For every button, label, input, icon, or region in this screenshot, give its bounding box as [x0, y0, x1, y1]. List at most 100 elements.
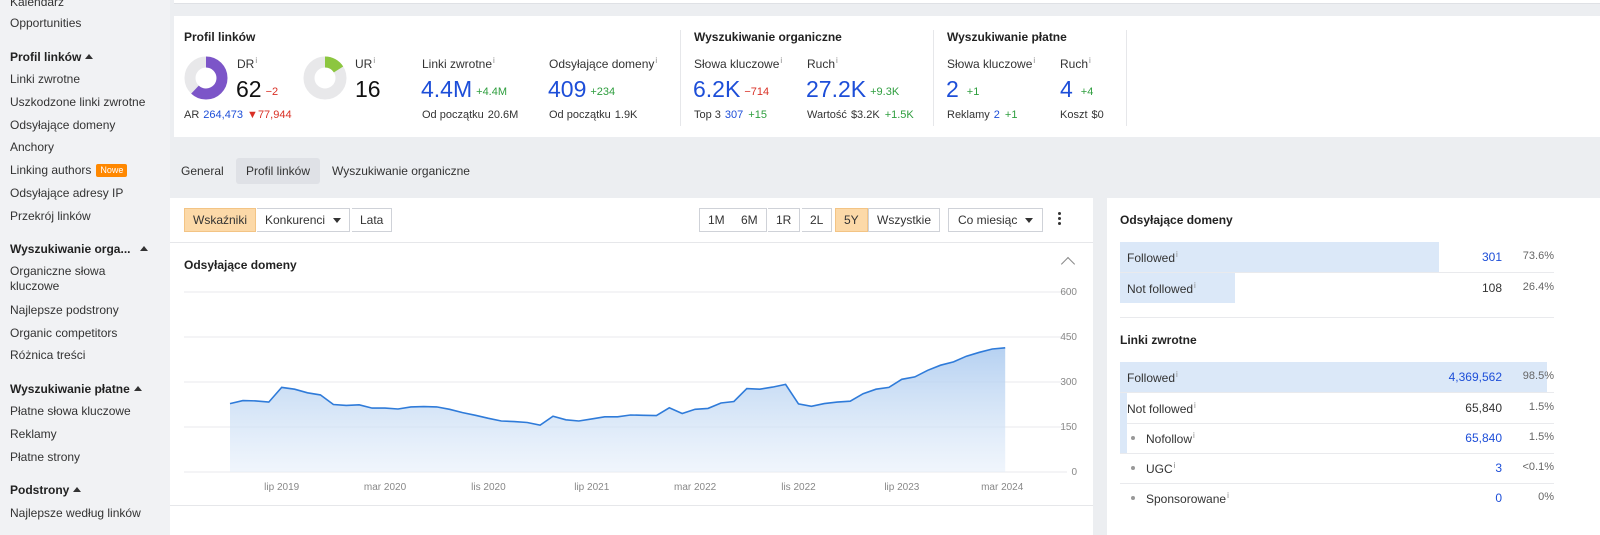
- refdomains-notfollowed-row[interactable]: Not followedi 108 26.4%: [1120, 273, 1554, 303]
- years-button[interactable]: Lata: [352, 208, 393, 232]
- ads-value[interactable]: 2: [993, 109, 1000, 121]
- info-icon[interactable]: i: [1193, 431, 1195, 440]
- info-icon[interactable]: i: [255, 56, 258, 65]
- range-1m-button[interactable]: 1M: [699, 208, 734, 232]
- interval-dropdown[interactable]: Co miesiąc: [948, 208, 1044, 232]
- sidebar-item-opportunities[interactable]: Opportunities: [10, 16, 82, 30]
- sidebar-item-anchors[interactable]: Anchory: [10, 140, 55, 154]
- row-label: UGCi: [1146, 461, 1175, 476]
- info-icon[interactable]: i: [1227, 491, 1229, 500]
- sidebar-item-organic-keywords[interactable]: Organiczne słowa kluczowe: [10, 264, 106, 293]
- competitors-dropdown[interactable]: Konkurenci: [257, 208, 351, 232]
- x-tick-label: lip 2021: [574, 482, 609, 493]
- top3-value[interactable]: 307: [724, 109, 744, 121]
- info-icon[interactable]: i: [493, 56, 495, 65]
- y-tick-label: 0: [1071, 467, 1077, 478]
- row-percent: 1.5%: [1528, 401, 1554, 413]
- backlinks-sponsored-row[interactable]: Sponsorowanei 0 0%: [1120, 483, 1554, 513]
- info-icon[interactable]: i: [1176, 250, 1178, 259]
- metrics-mode-button[interactable]: Wskaźniki: [184, 208, 257, 232]
- sidebar-section-pages[interactable]: Podstrony: [10, 483, 82, 498]
- sidebar-section-paid[interactable]: Wyszukiwanie płatne: [10, 382, 142, 397]
- row-label-text: Nofollow: [1146, 432, 1193, 446]
- organic-traffic-value-text: 27.2K: [806, 76, 867, 102]
- info-icon[interactable]: i: [1194, 281, 1196, 290]
- sidebar: Kalendarz Opportunities Profil linków Li…: [0, 0, 170, 535]
- ar-value[interactable]: 264,473: [203, 109, 244, 121]
- bullet-icon: [1131, 466, 1135, 470]
- top3-label: Top 3: [694, 109, 721, 121]
- tab-general[interactable]: General: [181, 164, 224, 178]
- range-5y-button[interactable]: 5Y: [835, 208, 868, 232]
- info-icon[interactable]: i: [1176, 370, 1178, 379]
- backlinks-label-text: Linki zwrotne: [422, 57, 493, 71]
- range-1y-button[interactable]: 1R: [768, 208, 801, 232]
- refdomains-value[interactable]: 409 +234: [548, 76, 615, 105]
- row-value[interactable]: 65,840: [1465, 431, 1502, 445]
- sidebar-item-organic-competitors[interactable]: Organic competitors: [10, 326, 118, 340]
- info-icon[interactable]: i: [1173, 461, 1176, 470]
- sidebar-section-backlink-profile[interactable]: Profil linków: [10, 50, 94, 65]
- backlinks-followed-row[interactable]: Followedi 4,369,562 98.5%: [1120, 362, 1554, 392]
- refdomains-followed-row[interactable]: Followedi 301 73.6%: [1120, 242, 1554, 272]
- more-menu-icon[interactable]: [1058, 212, 1062, 227]
- info-icon[interactable]: i: [373, 56, 376, 65]
- sidebar-item-link-intersect[interactable]: Przekrój linków: [10, 209, 91, 223]
- traffic-value-amount: $3.2K: [850, 109, 880, 121]
- range-all-button[interactable]: Wszystkie: [868, 208, 940, 232]
- sidebar-item-broken-backlinks[interactable]: Uszkodzone linki zwrotne: [10, 95, 146, 109]
- row-value[interactable]: 0: [1495, 491, 1502, 505]
- info-icon[interactable]: i: [836, 56, 838, 65]
- traffic-value-row: Wartość $3.2K +1.5K: [807, 109, 914, 121]
- ads-delta: +1: [1004, 109, 1018, 121]
- backlinks-nofollow-row[interactable]: Nofollowi 65,840 1.5%: [1120, 423, 1554, 453]
- sidebar-item-best-by-links[interactable]: Najlepsze według linków: [10, 506, 141, 520]
- sidebar-item-kalendarz[interactable]: Kalendarz: [10, 0, 65, 9]
- competitors-label: Konkurenci: [265, 213, 326, 227]
- sidebar-item-paid-pages[interactable]: Płatne strony: [10, 450, 81, 464]
- referring-domains-chart: 0 150 300 450 600 lip 2019 mar 2020 lis 2020 li…: [184, 287, 1077, 493]
- sidebar-item-referring-domains[interactable]: Odsyłające domeny: [10, 118, 116, 132]
- sidebar-section-organic[interactable]: Wyszukiwanie orga...: [10, 242, 149, 257]
- row-label-text: Sponsorowane: [1146, 492, 1227, 506]
- organic-traffic-value[interactable]: 27.2K +9.3K: [806, 76, 899, 105]
- chevron-up-icon[interactable]: [1060, 256, 1076, 272]
- organic-title: Wyszukiwanie organiczne: [694, 30, 842, 44]
- sidebar-item-content-gap[interactable]: Różnica treści: [10, 348, 86, 362]
- sidebar-item-ads[interactable]: Reklamy: [10, 427, 57, 441]
- ar-row: AR 264,473 ▼77,944: [184, 109, 292, 121]
- row-value[interactable]: 301: [1481, 250, 1502, 264]
- tab-backlink-profile[interactable]: Profil linków: [236, 158, 321, 184]
- backlinks-value[interactable]: 4.4M +4.4M: [421, 76, 507, 105]
- area-fill: [230, 347, 1006, 472]
- row-label: Not followedi: [1127, 401, 1196, 416]
- backlinks-notfollowed-row[interactable]: Not followedi 65,840 1.5%: [1120, 393, 1554, 423]
- info-icon[interactable]: i: [1089, 56, 1091, 65]
- x-tick-label: mar 2024: [981, 482, 1024, 493]
- ar-delta: ▼77,944: [247, 109, 292, 121]
- backlinks-ugc-row[interactable]: UGCi 3 <0.1%: [1120, 453, 1554, 483]
- range-6m-button[interactable]: 6M: [733, 208, 767, 232]
- top3-delta: +15: [748, 109, 767, 121]
- info-icon[interactable]: i: [1033, 56, 1036, 65]
- divider: [170, 242, 1093, 243]
- range-2y-button[interactable]: 2L: [802, 208, 833, 232]
- sidebar-item-backlinks[interactable]: Linki zwrotne: [10, 72, 81, 86]
- organic-keywords-delta: −714: [744, 86, 770, 98]
- sidebar-item-linking-authors[interactable]: Linking authors Nowe: [10, 163, 128, 178]
- info-icon[interactable]: i: [1194, 401, 1196, 410]
- row-value[interactable]: 3: [1495, 461, 1502, 475]
- info-icon[interactable]: i: [655, 56, 658, 65]
- tab-organic-search[interactable]: Wyszukiwanie organiczne: [332, 164, 470, 178]
- sidebar-item-referring-ips[interactable]: Odsyłające adresy IP: [10, 186, 124, 200]
- paid-keywords-value[interactable]: 2 +1: [946, 76, 979, 105]
- sidebar-item-paid-keywords[interactable]: Płatne słowa kluczowe: [10, 404, 131, 418]
- chart-title: Odsyłające domeny: [184, 258, 297, 272]
- organic-keywords-value[interactable]: 6.2K −714: [693, 76, 769, 105]
- info-icon[interactable]: i: [780, 56, 783, 65]
- divider: [1120, 317, 1554, 318]
- sidebar-item-top-pages[interactable]: Najlepsze podstrony: [10, 303, 119, 317]
- row-value[interactable]: 4,369,562: [1448, 370, 1502, 384]
- paid-traffic-value[interactable]: 4 +4: [1060, 76, 1093, 105]
- x-tick-label: lis 2022: [781, 482, 816, 493]
